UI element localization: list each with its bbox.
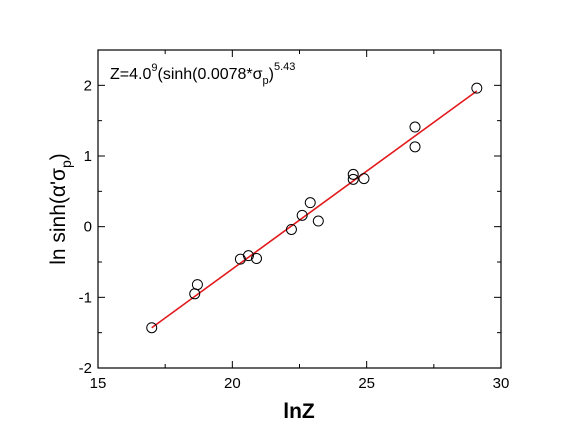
axis-tick-labels: 15 20 25 30 -2 -1 0 1 2 xyxy=(79,77,510,392)
x-tick-label: 30 xyxy=(493,375,510,392)
data-point xyxy=(304,197,316,209)
eq-part1: Z=4.0 xyxy=(110,66,151,83)
data-point xyxy=(312,215,324,227)
data-point xyxy=(471,82,483,94)
eq-sup2: 5.43 xyxy=(274,61,295,73)
data-point xyxy=(409,121,421,133)
y-tick-label: 1 xyxy=(84,148,92,165)
data-points xyxy=(146,82,483,334)
eq-part2: (sinh(0.0078*σ xyxy=(157,66,262,83)
x-tick-label: 20 xyxy=(224,375,241,392)
y-tick-label: 0 xyxy=(84,219,92,236)
data-point xyxy=(347,168,359,180)
data-point xyxy=(347,173,359,185)
data-point xyxy=(191,279,203,291)
data-point xyxy=(358,173,370,185)
y-title-sub: p xyxy=(58,160,74,168)
axis-ticks xyxy=(97,49,502,369)
fit-line xyxy=(151,90,478,329)
data-point xyxy=(296,209,308,221)
equation-annotation: Z=4.09(sinh(0.0078*σp)5.43 xyxy=(110,61,295,87)
data-point xyxy=(409,141,421,153)
y-tick-label: -2 xyxy=(79,360,92,377)
data-point xyxy=(242,250,254,262)
y-title-close: ) xyxy=(47,153,70,160)
y-tick-label: -1 xyxy=(79,289,92,306)
x-tick-label: 15 xyxy=(90,375,107,392)
eq-sup1: 9 xyxy=(151,62,157,74)
data-point xyxy=(251,252,263,264)
y-axis-title: ln sinh(α'σp) xyxy=(47,153,74,265)
y-tick-label: 2 xyxy=(84,77,92,94)
data-point xyxy=(146,322,158,334)
data-point xyxy=(285,223,297,235)
plot-frame xyxy=(97,49,502,369)
y-title-main: ln sinh(α'σ xyxy=(47,168,70,265)
x-axis-title: lnZ xyxy=(283,400,315,423)
eq-part3: ) xyxy=(269,66,274,83)
x-tick-label: 25 xyxy=(358,375,375,392)
eq-sub1: p xyxy=(263,75,269,87)
